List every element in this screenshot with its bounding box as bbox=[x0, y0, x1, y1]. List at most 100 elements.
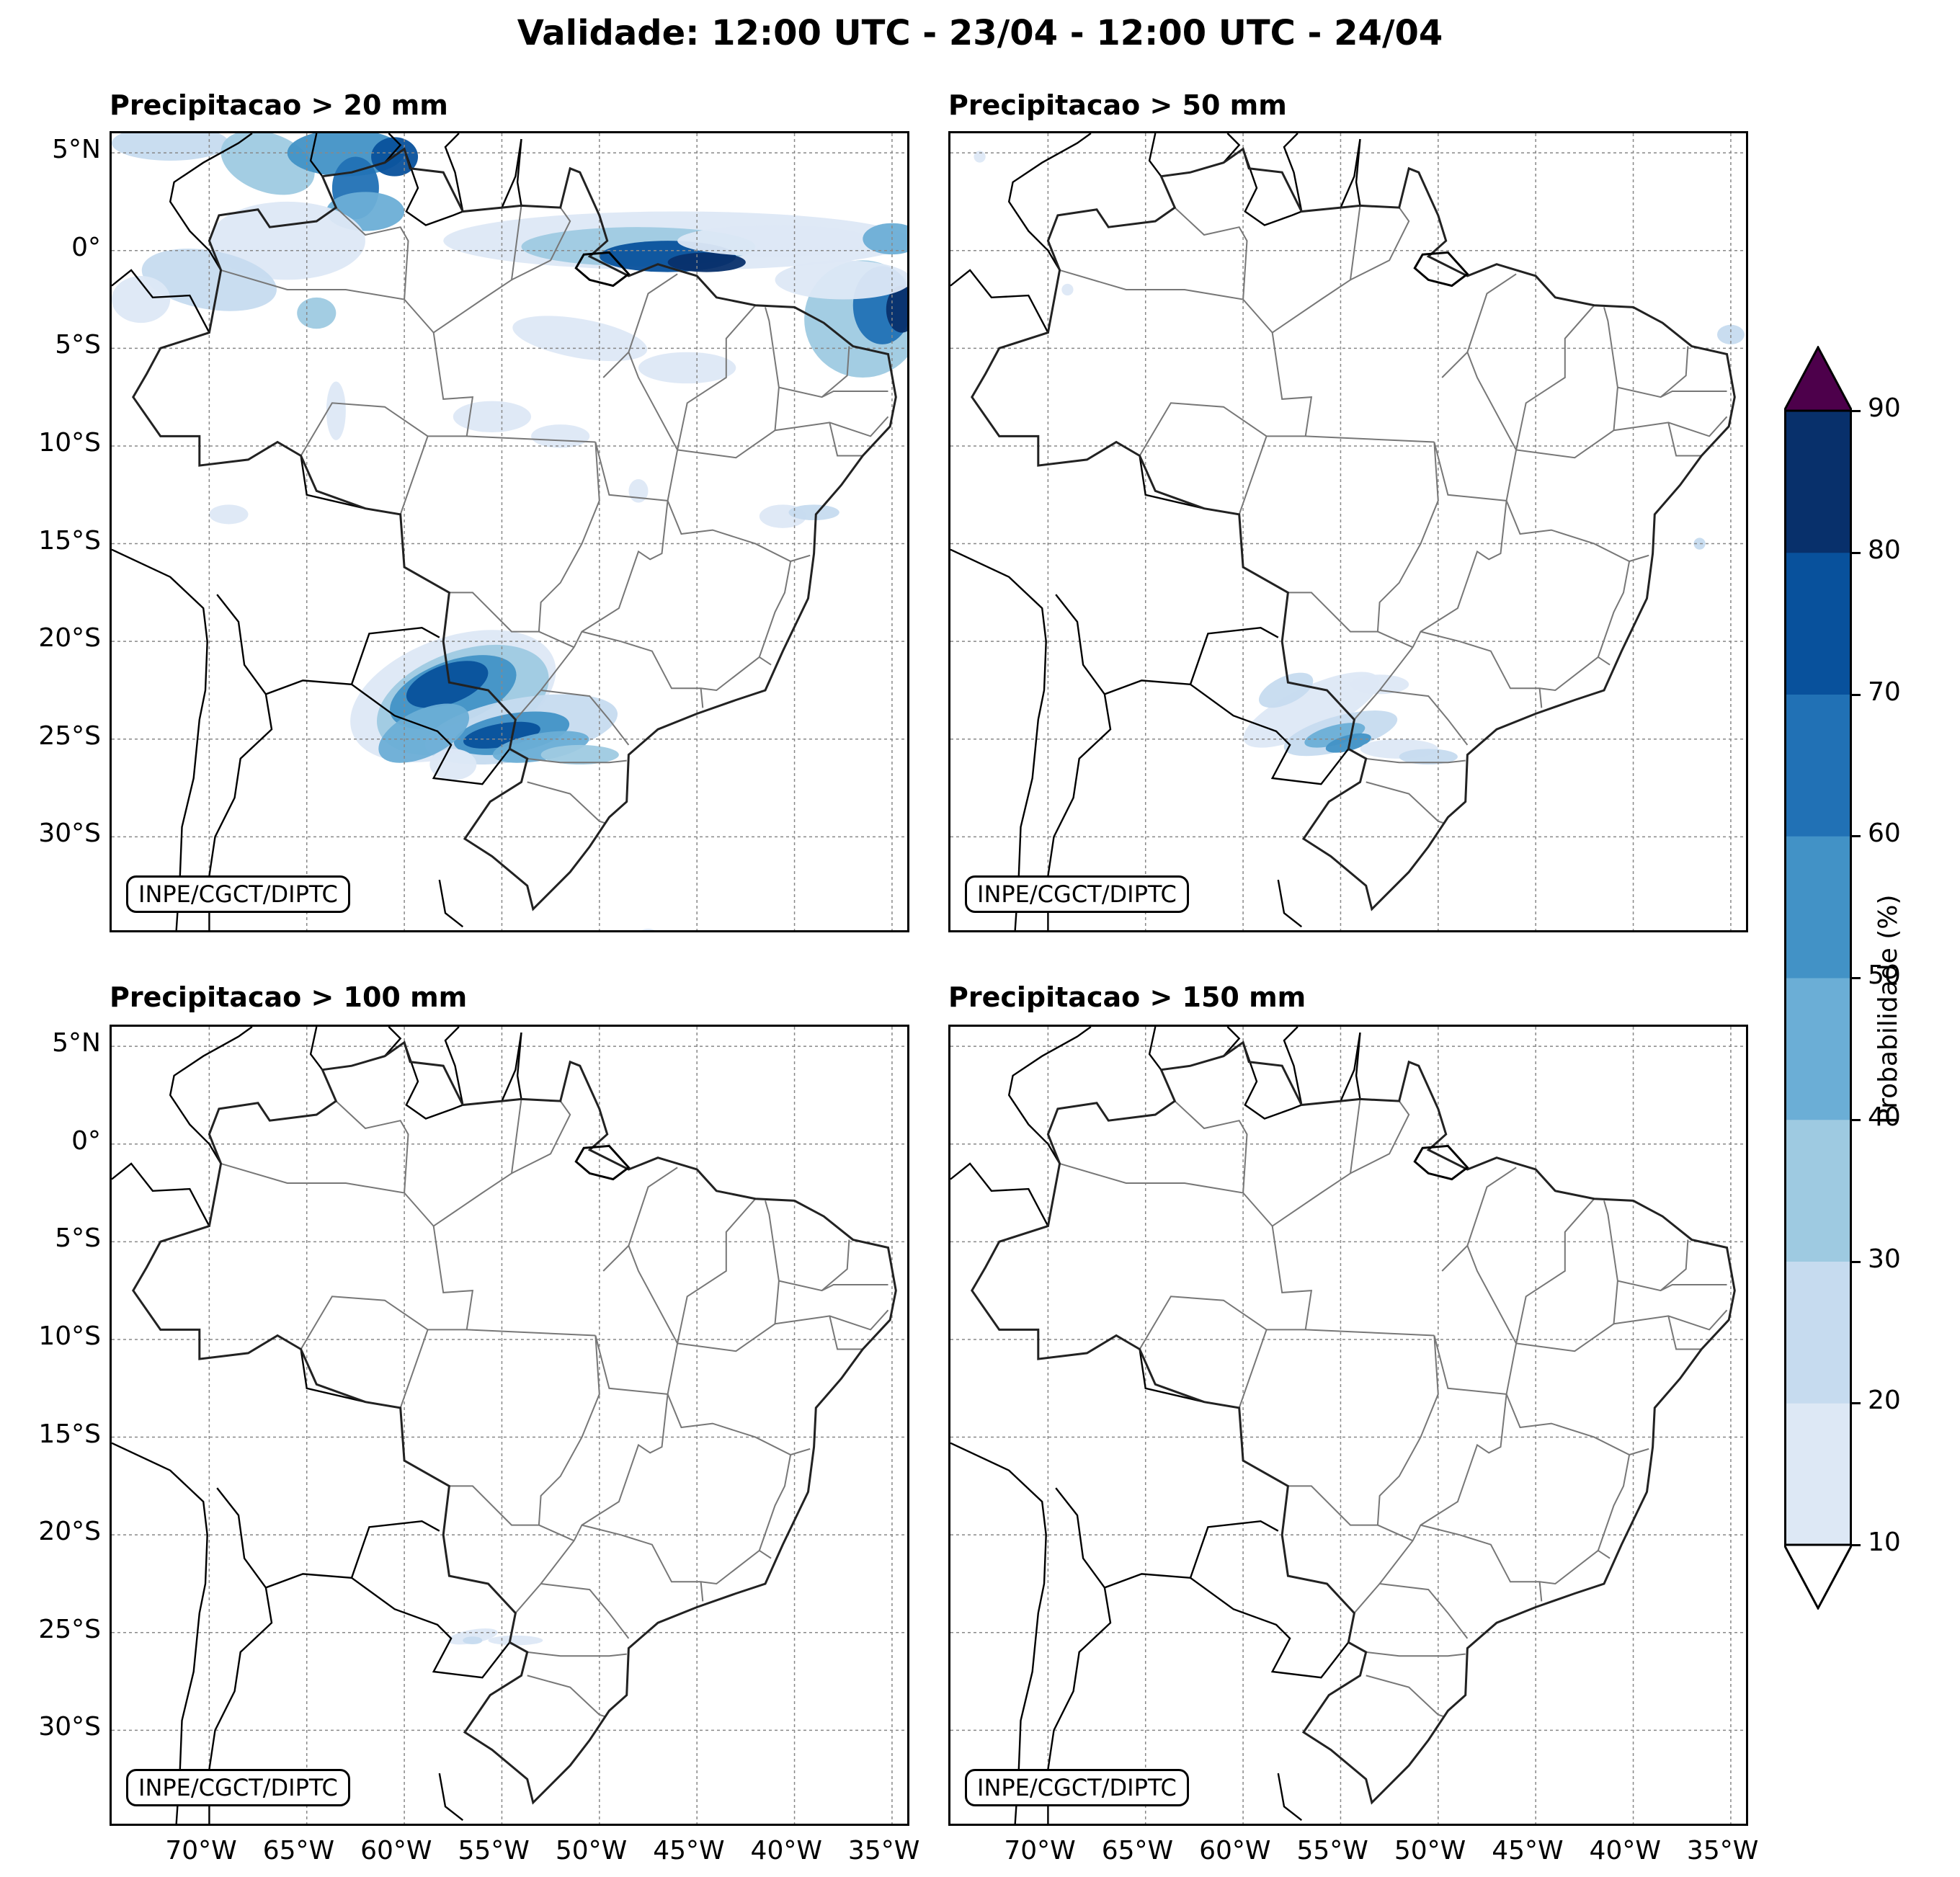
marajo-island bbox=[574, 1144, 631, 1181]
longitude-tick-label: 35°W bbox=[1686, 1836, 1759, 1865]
probability-blob bbox=[531, 424, 590, 448]
brazil-outline bbox=[971, 147, 1736, 911]
latitude-tick-label: 5°N bbox=[52, 1028, 101, 1058]
colorbar-title: Probabilidade (%) bbox=[1874, 894, 1903, 1124]
latitude-tick-label: 15°S bbox=[38, 525, 101, 556]
marajo-island bbox=[1413, 1144, 1469, 1181]
probability-blob bbox=[488, 1635, 543, 1646]
probability-blob bbox=[406, 661, 489, 708]
panel-title-50mm: Precipitacao > 50 mm bbox=[948, 89, 1287, 121]
probability-blob bbox=[112, 133, 229, 161]
probability-blob bbox=[429, 749, 477, 780]
probability-blob bbox=[1325, 733, 1371, 753]
colorbar-tick-label: 30 bbox=[1868, 1244, 1901, 1274]
credit-label: INPE/CGCT/DIPTC bbox=[126, 1769, 350, 1806]
probability-blob bbox=[540, 744, 619, 765]
latitude-tick-label: 30°S bbox=[38, 1712, 101, 1742]
brazil-outline bbox=[971, 1040, 1736, 1805]
longitude-tick-label: 55°W bbox=[458, 1836, 530, 1865]
colorbar-segment bbox=[1784, 552, 1852, 695]
longitude-tick-label: 60°W bbox=[1199, 1836, 1271, 1865]
colorbar-tick-label: 40 bbox=[1868, 1102, 1901, 1132]
probability-blob bbox=[1304, 723, 1366, 748]
latitude-tick-label: 20°S bbox=[38, 1517, 101, 1547]
probability-blob bbox=[512, 316, 648, 362]
brazil-outline bbox=[132, 147, 897, 911]
colorbar-tick-mark bbox=[1852, 551, 1861, 554]
precipitation-probability-field bbox=[112, 133, 907, 930]
state-borders bbox=[1059, 1099, 1728, 1718]
probability-blob bbox=[1061, 283, 1074, 296]
probability-blob bbox=[1399, 749, 1458, 765]
probability-blob bbox=[974, 151, 986, 163]
probability-blob bbox=[112, 275, 171, 324]
colorbar-tick-label: 80 bbox=[1868, 535, 1901, 565]
gridlines bbox=[112, 1027, 907, 1824]
latitude-tick-label: 10°S bbox=[38, 427, 101, 458]
panel-title-100mm: Precipitacao > 100 mm bbox=[110, 981, 468, 1013]
colorbar-tick-label: 70 bbox=[1868, 677, 1901, 707]
gridlines bbox=[950, 133, 1746, 930]
colorbar-segment bbox=[1784, 1119, 1852, 1262]
longitude-tick-label: 45°W bbox=[1492, 1836, 1564, 1865]
longitude-tick-label: 70°W bbox=[165, 1836, 237, 1865]
map-panel-150mm: INPE/CGCT/DIPTC bbox=[948, 1025, 1748, 1826]
state-borders bbox=[220, 1099, 889, 1718]
panel-title-20mm: Precipitacao > 20 mm bbox=[110, 89, 448, 121]
probability-blob bbox=[209, 201, 365, 280]
colorbar-over-arrow bbox=[1784, 346, 1852, 412]
colorbar-tick-label: 20 bbox=[1868, 1386, 1901, 1416]
probability-blob bbox=[453, 401, 532, 432]
marajo-island bbox=[574, 251, 631, 287]
probability-blob bbox=[886, 285, 907, 333]
probability-blob bbox=[667, 252, 746, 272]
latitude-tick-label: 0° bbox=[71, 232, 101, 262]
probability-blob bbox=[1258, 672, 1314, 708]
map-canvas bbox=[112, 1027, 907, 1824]
state-borders bbox=[1059, 205, 1728, 824]
probability-blob bbox=[463, 1636, 483, 1645]
state-borders bbox=[220, 205, 889, 824]
longitude-tick-label: 60°W bbox=[360, 1836, 432, 1865]
colorbar-segment bbox=[1784, 978, 1852, 1120]
latitude-tick-label: 20°S bbox=[38, 623, 101, 654]
probability-blob bbox=[326, 381, 346, 440]
country-borders bbox=[950, 1027, 1361, 1824]
colorbar-tick-label: 10 bbox=[1868, 1528, 1901, 1557]
map-canvas bbox=[950, 1027, 1746, 1824]
precipitation-probability-field bbox=[974, 151, 1745, 765]
latitude-tick-label: 5°S bbox=[55, 1223, 101, 1254]
probability-blob bbox=[641, 928, 655, 930]
credit-label: INPE/CGCT/DIPTC bbox=[965, 1769, 1189, 1806]
country-borders bbox=[112, 1027, 522, 1824]
colorbar-tick-label: 50 bbox=[1868, 960, 1901, 990]
colorbar-tick-mark bbox=[1852, 835, 1861, 838]
probability-blob bbox=[775, 260, 907, 300]
latitude-tick-label: 5°S bbox=[55, 330, 101, 360]
probability-blob bbox=[1350, 674, 1409, 695]
map-panel-20mm: INPE/CGCT/DIPTC bbox=[110, 131, 909, 932]
colorbar-tick-label: 90 bbox=[1868, 393, 1901, 423]
brazil-outline bbox=[132, 1040, 897, 1805]
longitude-tick-label: 40°W bbox=[1589, 1836, 1661, 1865]
probability-blob bbox=[1693, 538, 1706, 550]
longitude-tick-label: 35°W bbox=[847, 1836, 920, 1865]
colorbar-segment bbox=[1784, 836, 1852, 978]
latitude-tick-label: 15°S bbox=[38, 1419, 101, 1449]
map-panel-50mm: INPE/CGCT/DIPTC bbox=[948, 131, 1748, 932]
longitude-tick-label: 50°W bbox=[555, 1836, 628, 1865]
latitude-tick-label: 25°S bbox=[38, 721, 101, 751]
colorbar-segment bbox=[1784, 411, 1852, 553]
probability-blob bbox=[447, 1628, 498, 1645]
map-panel-100mm: INPE/CGCT/DIPTC bbox=[110, 1025, 909, 1826]
longitude-tick-label: 40°W bbox=[750, 1836, 822, 1865]
probability-blob bbox=[677, 225, 873, 257]
panel-title-150mm: Precipitacao > 150 mm bbox=[948, 981, 1306, 1013]
colorbar-tick-mark bbox=[1852, 1402, 1861, 1405]
colorbar-tick-label: 60 bbox=[1868, 819, 1901, 849]
gridlines bbox=[112, 133, 907, 930]
credit-label: INPE/CGCT/DIPTC bbox=[965, 875, 1189, 913]
longitude-tick-label: 45°W bbox=[653, 1836, 725, 1865]
colorbar-segment bbox=[1784, 694, 1852, 837]
probability-blob bbox=[788, 504, 839, 521]
